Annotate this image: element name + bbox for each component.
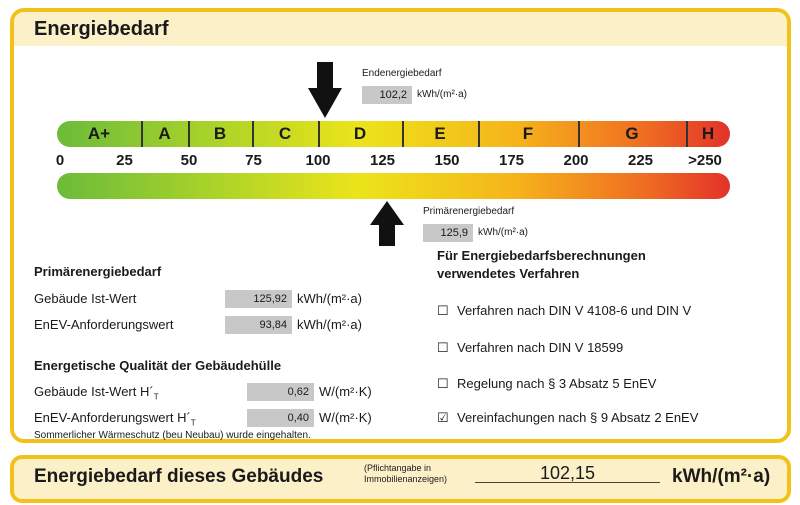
primaer-row-value: 93,84 [225,316,292,334]
verfahren-heading-line1: Für Energiebedarfsberechnungen [437,248,646,263]
huelle-row-value: 0,62 [247,383,314,401]
primaer-row-value: 125,92 [225,290,292,308]
verfahren-heading-line2: verwendetes Verfahren [437,266,580,281]
primaer-row-label: EnEV-Anforderungswert [34,317,174,332]
verfahren-item-label: Regelung nach § 3 Absatz 5 EnEV [457,376,657,391]
summary-frame [10,455,791,503]
endenergie-unit: kWh/(m²·a) [417,89,467,100]
scale-tick-label: 200 [563,152,589,169]
scale-tick-label: 100 [305,152,331,169]
summary-value: 102,15 [539,463,596,483]
verfahren-item-label: Vereinfachungen nach § 9 Absatz 2 EnEV [457,410,699,425]
primaerenergie-arrow-icon [370,201,404,246]
primaerenergie-marker-label: Primärenergiebedarf [423,206,515,217]
checked-checkbox-icon: ☑ [437,410,449,425]
huelle-row-label: Gebäude Ist-Wert H´T [34,384,159,402]
page-title: Energiebedarf [34,18,169,40]
energy-class-label: D [353,124,367,143]
energy-gradient-bar [57,173,730,199]
checkbox-icon: ☐ [437,303,449,318]
waermeschutz-note: Sommerlicher Wärmeschutz (beu Neubau) wu… [34,430,311,441]
scale-tick-label: 225 [627,152,654,169]
energy-class-label: H [701,124,715,143]
scale-tick-label: 0 [55,152,65,169]
class-divider [578,121,580,147]
primaer-row-label: Gebäude Ist-Wert [34,291,137,306]
class-divider [318,121,320,147]
huelle-heading: Energetische Qualität der Gebäudehülle [34,358,282,373]
scale-tick-label: 150 [434,152,460,169]
scale-tick-label: 75 [245,152,262,169]
energy-class-label: A+ [87,124,111,143]
scale-tick-label: 25 [116,152,133,169]
scale-tick-label: >250 [688,152,722,169]
header-band [14,12,787,46]
scale-tick-label: 125 [369,152,396,169]
primaer-row-unit: kWh/(m²·a) [297,317,362,332]
class-divider [478,121,480,147]
checkbox-icon: ☐ [437,340,449,355]
energy-class-label: C [278,124,292,143]
summary-note: (Pflichtangabe in Immobilienanzeigen) [364,463,448,484]
class-divider [252,121,254,147]
primaer-heading: Primärenergiebedarf [34,264,162,279]
class-divider [686,121,688,147]
endenergie-arrow-icon [308,62,342,118]
huelle-row-unit: W/(m²·K) [319,384,372,399]
class-divider [141,121,143,147]
verfahren-item-label: Verfahren nach DIN V 4108-6 und DIN V [457,303,692,318]
huelle-row-value: 0,40 [247,409,314,427]
huelle-row-unit: W/(m²·K) [319,410,372,425]
summary-title: Energiebedarf dieses Gebäudes [34,466,324,487]
primaerenergie-marker-unit: kWh/(m²·a) [478,227,528,238]
energy-class-label: F [522,124,534,143]
summary-unit: kWh/(m²·a) [672,466,771,487]
primaer-row-unit: kWh/(m²·a) [297,291,362,306]
scale-tick-label: 175 [498,152,525,169]
summary-value-line [475,482,660,483]
endenergie-label: Endenergiebedarf [362,68,442,79]
endenergie-value: 102,2 [362,86,412,104]
verfahren-item-label: Verfahren nach DIN V 18599 [457,340,624,355]
scale-tick-label: 50 [180,152,198,169]
class-divider [402,121,404,147]
huelle-row-label: EnEV-Anforderungswert H´T [34,410,196,428]
energy-certificate-frame [10,8,791,443]
energy-class-label: B [213,124,227,143]
class-divider [188,121,190,147]
energy-class-label: E [434,124,446,143]
energy-class-scale [57,121,730,147]
energy-class-label: A [158,124,171,143]
energy-class-label: G [625,124,639,143]
checkbox-icon: ☐ [437,376,449,391]
primaerenergie-marker-value: 125,9 [423,224,473,242]
